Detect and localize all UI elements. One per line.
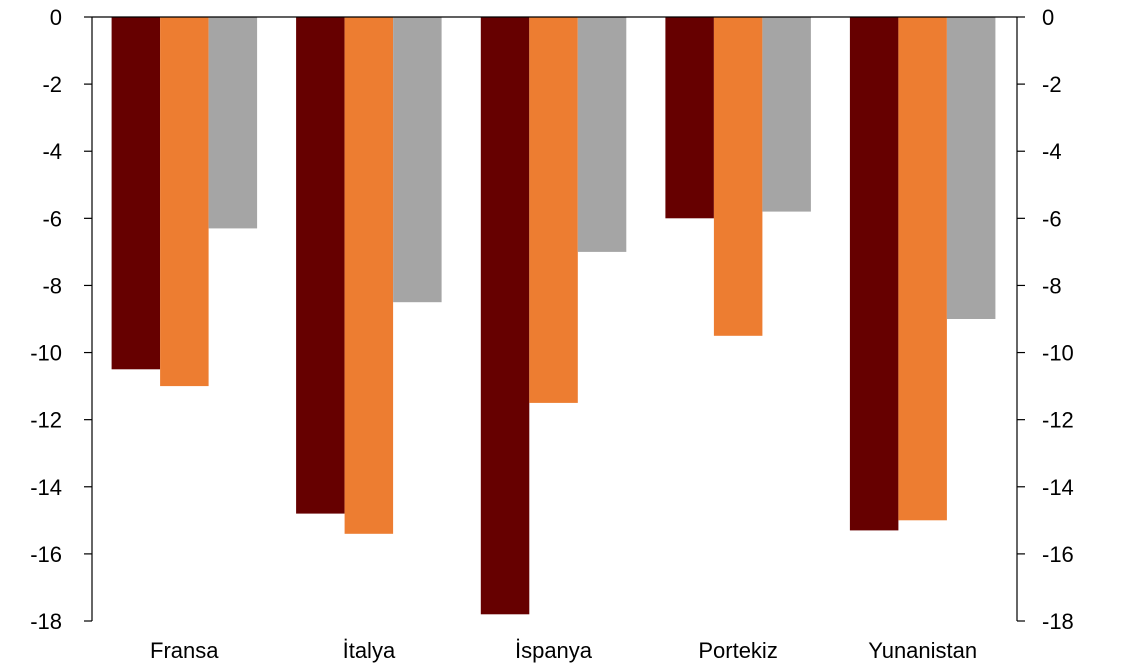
bar-i̇spanya-series-3 — [577, 17, 627, 252]
x-tick-label: Fransa — [150, 638, 219, 663]
axes-layer — [84, 16, 1025, 622]
y-tick-label-right: -2 — [1042, 72, 1062, 97]
y-tick-label-left: -10 — [30, 341, 62, 366]
bar-portekiz-series-2 — [713, 17, 763, 336]
y-tick-label-right: -12 — [1042, 408, 1074, 433]
bar-fransa-series-2 — [160, 17, 209, 387]
y-tick-label-left: -4 — [42, 139, 62, 164]
bar-i̇talya-series-3 — [393, 17, 442, 303]
bar-yunanistan-series-1 — [849, 17, 899, 531]
y-tick-label-left: 0 — [50, 5, 62, 30]
y-tick-label-right: -6 — [1042, 206, 1062, 231]
y-tick-label-left: -14 — [30, 475, 62, 500]
y-tick-label-right: -10 — [1042, 341, 1074, 366]
bar-fransa-series-1 — [111, 17, 161, 370]
bar-yunanistan-series-2 — [898, 17, 947, 521]
bars-layer — [111, 17, 996, 615]
bar-i̇talya-series-2 — [344, 17, 394, 534]
bar-i̇talya-series-1 — [296, 17, 345, 514]
bar-fransa-series-3 — [208, 17, 258, 229]
y-tick-label-left: -18 — [30, 609, 62, 634]
bar-portekiz-series-3 — [762, 17, 811, 212]
y-tick-label-left: -2 — [42, 72, 62, 97]
y-tick-label-right: 0 — [1042, 5, 1054, 30]
bar-yunanistan-series-3 — [946, 17, 996, 319]
y-tick-label-right: -16 — [1042, 542, 1074, 567]
y-tick-label-left: -8 — [42, 273, 62, 298]
x-tick-label: İtalya — [343, 638, 396, 663]
x-tick-label: Yunanistan — [868, 638, 977, 663]
x-tick-label: İspanya — [515, 638, 593, 663]
bar-portekiz-series-1 — [665, 17, 714, 219]
bar-i̇spanya-series-1 — [480, 17, 530, 615]
x-tick-label: Portekiz — [698, 638, 777, 663]
y-tick-label-right: -18 — [1042, 609, 1074, 634]
y-tick-label-left: -6 — [42, 206, 62, 231]
y-tick-label-right: -14 — [1042, 475, 1074, 500]
y-tick-label-right: -4 — [1042, 139, 1062, 164]
y-tick-label-right: -8 — [1042, 273, 1062, 298]
y-tick-label-left: -16 — [30, 542, 62, 567]
y-tick-label-left: -12 — [30, 408, 62, 433]
labels-layer: Fransa İtalya İspanya Portekiz Yunanistan 0 -2… — [30, 5, 1074, 663]
bar-i̇spanya-series-2 — [529, 17, 578, 403]
